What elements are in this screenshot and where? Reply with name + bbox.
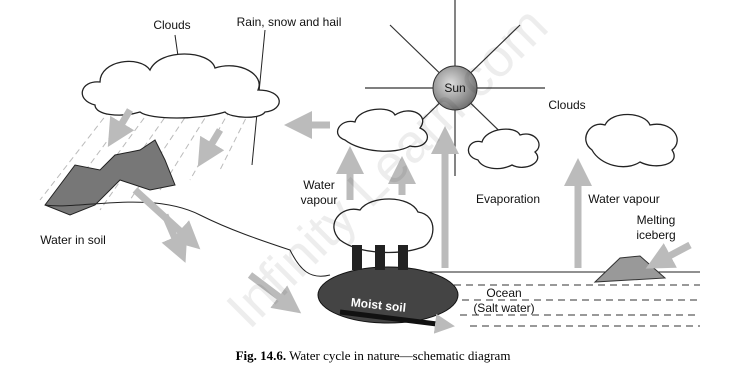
- label: vapour: [301, 193, 338, 207]
- moist-soil: [317, 266, 459, 324]
- cloud: [81, 53, 280, 119]
- cloud: [336, 108, 429, 152]
- label: Melting: [637, 213, 676, 227]
- label: Ocean: [486, 286, 521, 300]
- label: Moist soil: [350, 295, 407, 315]
- label: iceberg: [636, 228, 675, 242]
- slope: [44, 201, 331, 277]
- label: (Salt water): [473, 301, 534, 315]
- mountain: [44, 139, 176, 216]
- label: Clouds: [153, 18, 190, 32]
- label: Clouds: [548, 98, 585, 112]
- label: Evaporation: [476, 192, 540, 206]
- label: Water: [303, 178, 335, 192]
- label: Rain, snow and hail: [237, 15, 342, 29]
- tree-trunks: [352, 245, 408, 270]
- label: Water vapour: [588, 192, 660, 206]
- arrows: [107, 108, 692, 314]
- caption: Fig. 14.6. Water cycle in nature—schemat…: [236, 348, 511, 363]
- cloud: [467, 128, 540, 170]
- tree: [333, 198, 434, 254]
- label: Sun: [444, 81, 465, 95]
- caption-number: Fig. 14.6.: [236, 348, 287, 363]
- ocean: [420, 255, 700, 327]
- label: Water in soil: [40, 233, 106, 247]
- caption-text: Water cycle in nature—schematic diagram: [289, 348, 510, 363]
- cloud: [585, 113, 678, 168]
- arrow: [339, 309, 455, 334]
